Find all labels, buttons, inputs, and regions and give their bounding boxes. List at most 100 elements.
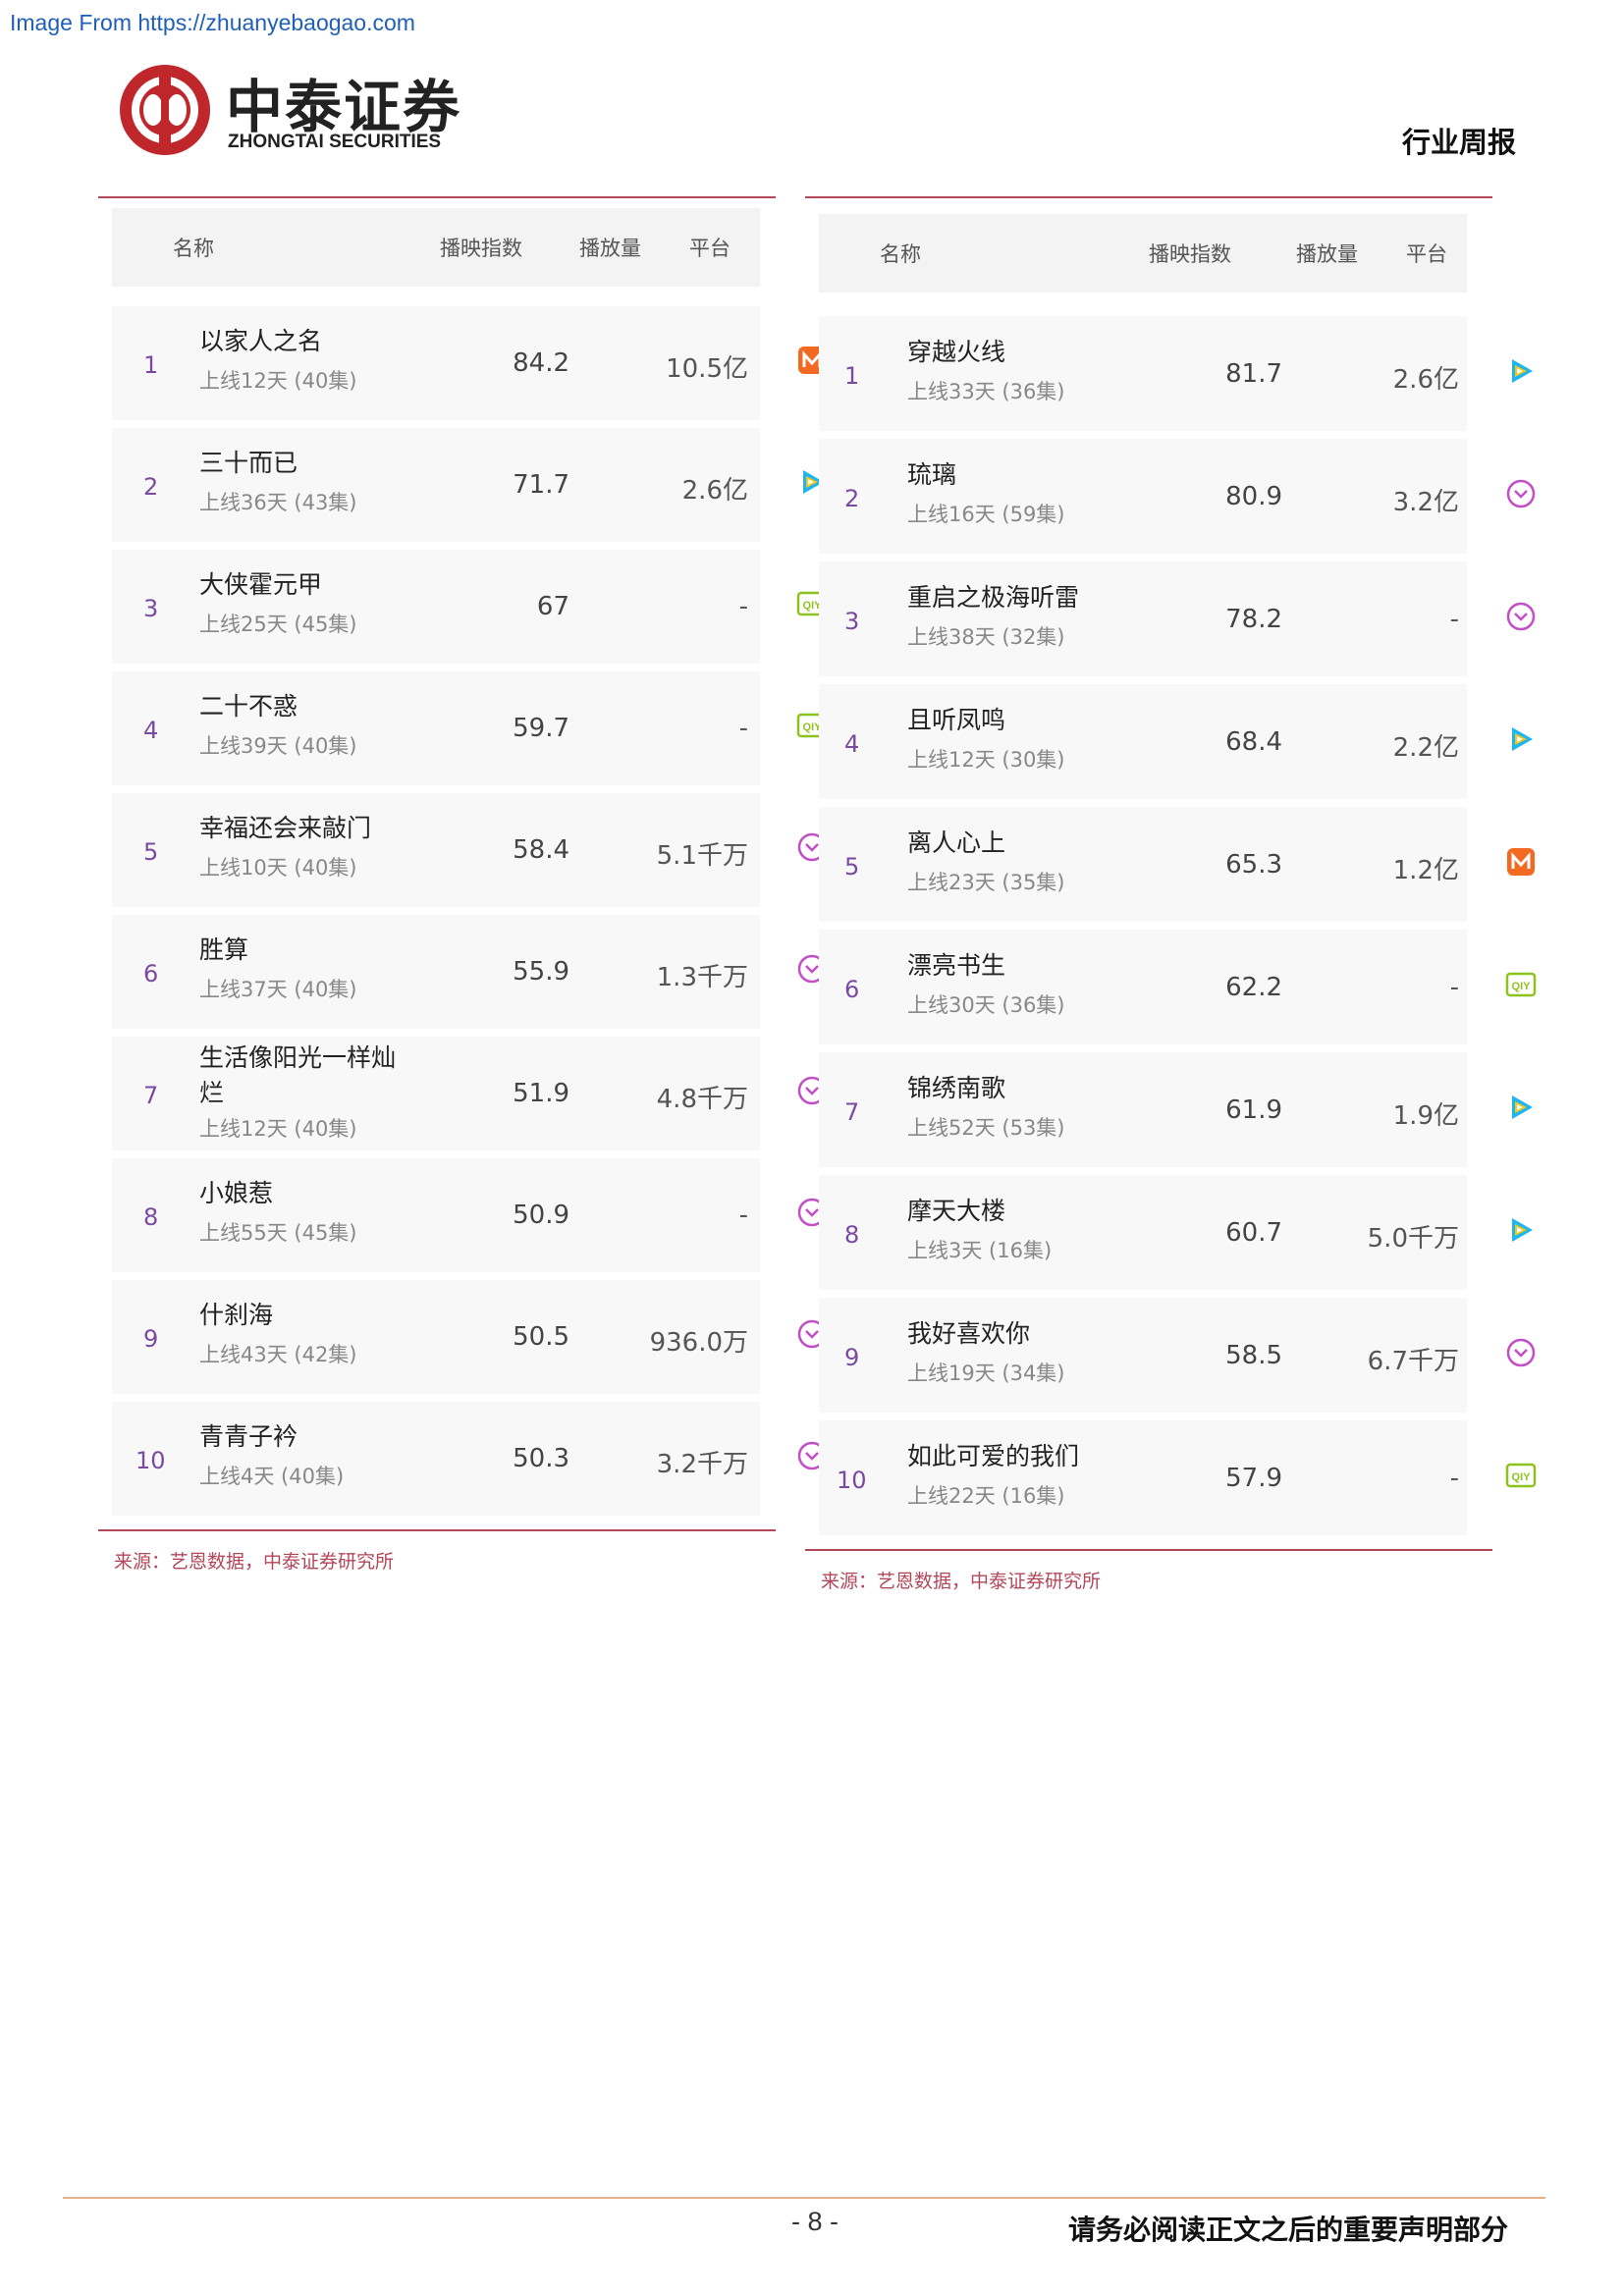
row-broadcast-index: 84.2 [513, 348, 569, 378]
row-broadcast-index: 81.7 [1225, 358, 1282, 389]
row-title: 摩天大楼 [907, 1196, 1006, 1225]
table-row: 7 锦绣南歌 上线52天 (53集) 61.9 1.9亿 [819, 1052, 1533, 1167]
row-airing-info: 上线38天 (32集) [907, 624, 1065, 649]
row-rank: 8 [143, 1203, 159, 1231]
row-title: 如此可爱的我们 [907, 1441, 1080, 1470]
table-row: 2 琉璃 上线16天 (59集) 80.9 3.2亿 [819, 439, 1536, 554]
table-header: 名称 播映指数 播放量 平台 [112, 208, 760, 287]
svg-text:QIY: QIY [803, 600, 823, 612]
youku-platform-icon [1504, 1336, 1538, 1369]
company-logo: 中泰证券 ZHONGTAI SECURITIES [116, 61, 489, 167]
table-row: 6 胜算 上线37天 (40集) 55.9 1.3千万 [112, 915, 827, 1029]
row-title: 我好喜欢你 [907, 1318, 1031, 1348]
row-title: 幸福还会来敲门 [199, 814, 372, 842]
tencent-platform-icon [1504, 1091, 1538, 1124]
row-play-volume: 1.9亿 [1392, 1100, 1459, 1131]
table-row: 6 漂亮书生 上线30天 (36集) 62.2 - QIY [819, 930, 1537, 1044]
row-broadcast-index: 57.9 [1225, 1463, 1282, 1493]
column-header-platform: 平台 [1406, 242, 1447, 266]
row-play-volume: 4.8千万 [656, 1085, 748, 1114]
row-broadcast-index: 62.2 [1225, 972, 1282, 1002]
table-top-rule [805, 196, 1492, 198]
tencent-platform-icon [1504, 354, 1538, 388]
row-airing-info: 上线16天 (59集) [907, 502, 1065, 526]
row-broadcast-index: 51.9 [513, 1079, 569, 1108]
row-broadcast-index: 80.9 [1225, 481, 1282, 511]
row-title: 锦绣南歌 [907, 1073, 1006, 1102]
row-broadcast-index: 71.7 [513, 470, 569, 500]
column-header-index: 播映指数 [1149, 242, 1231, 266]
row-broadcast-index: 59.7 [513, 714, 569, 743]
disclaimer-note: 请务必阅读正文之后的重要声明部分 [1068, 2214, 1509, 2246]
row-airing-info: 上线19天 (34集) [907, 1361, 1065, 1385]
row-airing-info: 上线12天 (40集) [199, 369, 357, 393]
row-rank: 5 [844, 852, 860, 881]
iqiyi-platform-icon: QIY [1504, 1459, 1538, 1492]
row-title: 且听凤鸣 [907, 705, 1006, 734]
row-rank: 5 [143, 838, 159, 866]
youku-platform-icon [1504, 477, 1538, 510]
row-rank: 3 [844, 607, 860, 635]
report-category: 行业周报 [1402, 126, 1517, 159]
row-airing-info: 上线22天 (16集) [907, 1483, 1065, 1508]
table-row: 10 青青子衿 上线4天 (40集) 50.3 3.2千万 [112, 1402, 827, 1516]
row-broadcast-index: 65.3 [1225, 849, 1282, 880]
table-top-rule [98, 196, 776, 198]
table-row: 5 幸福还会来敲门 上线10天 (40集) 58.4 5.1千万 [112, 793, 827, 907]
tencent-platform-icon [1504, 722, 1538, 756]
ranking-table-left: 名称 播映指数 播放量 平台 1 以家人之名 上线12天 (40集) 84.2 10.5亿 2 三十… [98, 196, 828, 1590]
ranking-table-right: 名称 播映指数 播放量 平台 1 穿越火线 上线33天 (36集) 81.7 2.6亿 2 琉璃 上线… [805, 196, 1537, 1592]
brand-name-cn: 中泰证券 [226, 74, 462, 140]
row-title: 二十不惑 [199, 692, 298, 721]
row-play-volume: 5.1千万 [656, 841, 748, 871]
row-airing-info: 上线30天 (36集) [907, 992, 1065, 1017]
row-title: 青青子衿 [199, 1422, 298, 1451]
page-number: - 8 - [791, 2207, 839, 2236]
table-row: 8 小娘惹 上线55天 (45集) 50.9 - [112, 1158, 827, 1272]
row-title: 大侠霍元甲 [199, 570, 323, 599]
row-rank: 10 [135, 1447, 166, 1474]
row-play-volume: 5.0千万 [1367, 1223, 1459, 1254]
row-rank: 6 [844, 975, 860, 1003]
row-broadcast-index: 55.9 [513, 957, 569, 987]
row-play-volume: 6.7千万 [1367, 1346, 1459, 1376]
row-play-volume: 1.3千万 [656, 963, 748, 992]
table-row: 5 离人心上 上线23天 (35集) 65.3 1.2亿 [819, 807, 1535, 922]
row-rank: 10 [837, 1466, 867, 1494]
row-rank: 4 [143, 717, 159, 744]
column-header-name: 名称 [173, 237, 214, 260]
row-airing-info: 上线55天 (45集) [199, 1221, 357, 1245]
row-title: 琉璃 [907, 459, 957, 489]
row-broadcast-index: 61.9 [1225, 1095, 1282, 1125]
row-airing-info: 上线43天 (42集) [199, 1343, 357, 1366]
row-broadcast-index: 50.3 [513, 1444, 569, 1473]
row-title: 穿越火线 [907, 337, 1006, 366]
row-title: 生活像阳光一样灿烂 [199, 1043, 397, 1107]
table-row: 3 大侠霍元甲 上线25天 (45集) 67 - QIY [112, 550, 828, 664]
row-rank: 4 [844, 729, 860, 758]
row-airing-info: 上线37天 (40集) [199, 978, 357, 1001]
table-bottom-rule [98, 1529, 776, 1531]
column-header-name: 名称 [880, 242, 921, 266]
column-header-platform: 平台 [689, 237, 731, 260]
brand-name-en: ZHONGTAI SECURITIES [228, 132, 442, 152]
row-airing-info: 上线4天 (40集) [199, 1465, 345, 1488]
table-row: 1 以家人之名 上线12天 (40集) 84.2 10.5亿 [112, 306, 826, 420]
row-airing-info: 上线10天 (40集) [199, 856, 357, 880]
table-row: 2 三十而已 上线36天 (43集) 71.7 2.6亿 [112, 428, 824, 542]
row-airing-info: 上线39天 (40集) [199, 734, 357, 758]
row-airing-info: 上线36天 (43集) [199, 491, 357, 514]
row-title: 漂亮书生 [907, 950, 1006, 980]
row-broadcast-index: 67 [536, 592, 569, 621]
row-airing-info: 上线33天 (36集) [907, 379, 1065, 403]
row-airing-info: 上线52天 (53集) [907, 1115, 1065, 1140]
row-title: 什刹海 [199, 1301, 274, 1329]
row-broadcast-index: 60.7 [1225, 1217, 1282, 1248]
row-play-volume: - [1449, 604, 1459, 634]
row-play-volume: - [738, 1201, 748, 1230]
row-rank: 8 [844, 1220, 860, 1249]
row-airing-info: 上线25天 (45集) [199, 613, 357, 636]
table-row: 3 重启之极海听雷 上线38天 (32集) 78.2 - [819, 561, 1536, 676]
table-row: 9 什刹海 上线43天 (42集) 50.5 936.0万 [112, 1280, 827, 1394]
row-airing-info: 上线3天 (16集) [907, 1238, 1053, 1262]
